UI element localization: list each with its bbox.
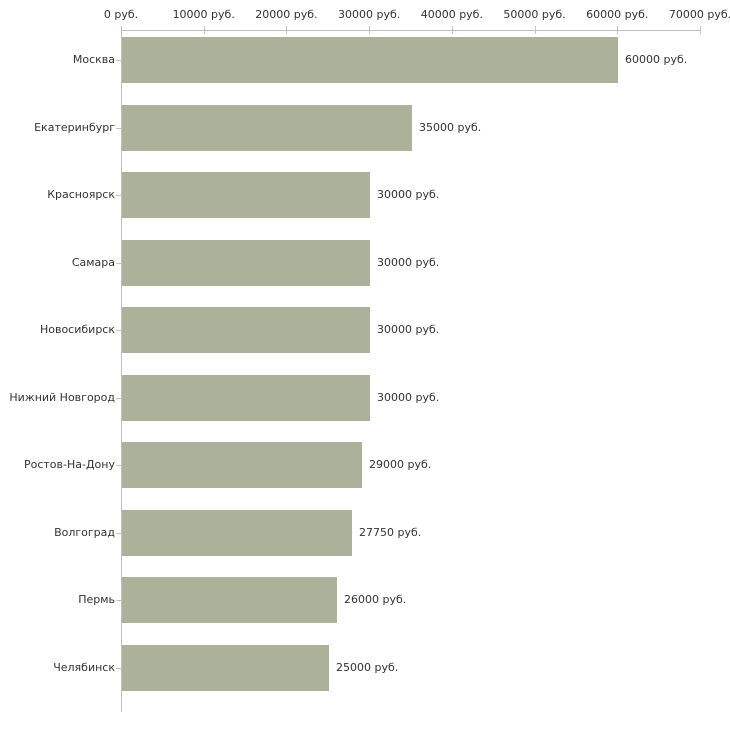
bar-3: [122, 172, 370, 218]
category-label: Челябинск: [53, 660, 115, 674]
value-label: 26000 руб.: [344, 593, 407, 606]
y-axis-tick-mark: [116, 465, 122, 466]
y-axis-tick-mark: [116, 195, 122, 196]
category-label: Нижний Новгород: [9, 390, 115, 404]
category-label: Волгоград: [54, 525, 115, 539]
y-axis-tick-mark: [116, 60, 122, 61]
x-axis-tick-label: 10000 руб.: [172, 8, 235, 21]
y-axis-line: [121, 30, 122, 712]
value-label: 60000 руб.: [625, 53, 688, 66]
value-label: 30000 руб.: [377, 188, 440, 201]
value-label: 30000 руб.: [377, 255, 440, 269]
value-label: 30000 руб.: [377, 323, 440, 336]
x-axis-tick-label: 70000 руб.: [668, 8, 730, 21]
x-axis-line: [121, 30, 700, 31]
x-axis-tick-label: 60000 руб.: [586, 8, 649, 21]
y-axis-tick-mark: [116, 397, 122, 399]
bar-10: [122, 644, 329, 691]
category-label: Ростов-На-Дону: [23, 458, 115, 471]
bar-9: [122, 577, 337, 623]
x-axis-tick-label: 20000 руб.: [255, 8, 318, 21]
bar-7: [122, 442, 362, 488]
y-axis-tick-mark: [116, 127, 122, 129]
category-label: Самара: [71, 255, 115, 269]
x-axis-tick-label: 0 руб.: [103, 8, 139, 21]
x-axis-tick-label: 50000 руб.: [503, 8, 566, 21]
category-label: Новосибирск: [39, 323, 115, 336]
bar-4: [122, 239, 370, 286]
x-axis-tick-label: 40000 руб.: [420, 8, 483, 21]
value-label: 27750 руб.: [359, 525, 422, 539]
value-label: 30000 руб.: [377, 390, 440, 404]
value-label: 25000 руб.: [336, 660, 399, 674]
category-label: Москва: [72, 53, 115, 66]
y-axis-tick-mark: [116, 667, 122, 669]
category-label: Красноярск: [47, 188, 115, 201]
x-axis-tick-mark: [700, 26, 701, 34]
bar-5: [122, 307, 370, 353]
value-label: 29000 руб.: [369, 458, 432, 471]
y-axis-tick-mark: [116, 600, 122, 601]
category-label: Екатеринбург: [34, 120, 115, 134]
x-axis-tick-label: 30000 руб.: [338, 8, 401, 21]
value-label: 35000 руб.: [419, 120, 482, 134]
y-axis-tick-mark: [116, 330, 122, 331]
category-label: Пермь: [78, 593, 115, 606]
bar-6: [122, 374, 370, 421]
bar-8: [122, 509, 352, 556]
bar-1: [122, 37, 618, 83]
y-axis-tick-mark: [116, 532, 122, 534]
y-axis-tick-mark: [116, 262, 122, 264]
bar-2: [122, 104, 412, 151]
